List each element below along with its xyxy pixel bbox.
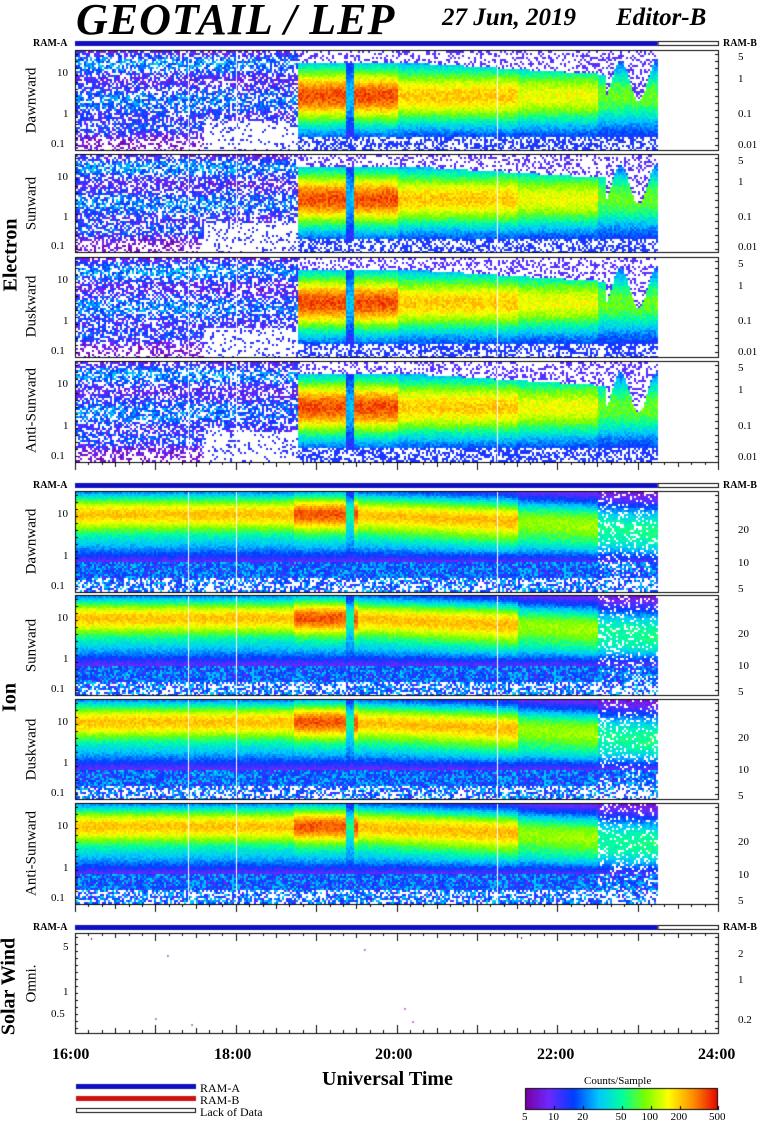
y-tick-left-i3: 10	[57, 716, 68, 728]
panel-label-i2: Sunward	[23, 618, 40, 673]
date-label: 27 Jun, 2019	[442, 4, 577, 31]
y-tick-right-i1: 20	[738, 524, 749, 537]
panel-label-e4: Anti-Sunward	[23, 368, 40, 453]
y-tick-right-e2: 0.01	[738, 241, 758, 254]
ram-a-label-sw: RAM-A	[33, 922, 68, 933]
y-tick-right-e3: 0.01	[738, 346, 758, 358]
y-tick-left-sw: 5	[63, 941, 69, 953]
ram-a-label-ion: RAM-A	[33, 480, 68, 491]
panel-label-e2: Sunward	[23, 176, 40, 231]
ram-b-label-sw: RAM-B	[723, 922, 757, 933]
legend-lack-label: Lack of Data	[200, 1105, 263, 1119]
y-tick-left-i4: 1	[63, 861, 69, 874]
x-tick-24: 24:00	[698, 1046, 736, 1063]
y-tick-right-e3: 1	[738, 280, 744, 292]
x-axis-label: Universal Time	[322, 1068, 453, 1090]
group-label-ion: Ion	[0, 683, 21, 712]
y-tick-left-e3: 10	[57, 274, 68, 286]
y-tick-left-i3: 0.1	[51, 787, 65, 799]
x-tick-16: 16:00	[52, 1046, 90, 1063]
y-tick-right-e1: 5	[738, 51, 744, 63]
y-tick-right-sw: 2	[738, 948, 744, 960]
y-tick-left-sw: 0.5	[51, 1008, 65, 1020]
ram-a-label-electron: RAM-A	[33, 38, 68, 49]
y-tick-left-e3: 0.1	[51, 345, 65, 357]
y-tick-right-e3: 0.1	[738, 315, 752, 327]
page-title: GEOTAIL / LEP	[76, 0, 396, 44]
panel-label-e3: Duskward	[23, 275, 40, 338]
y-tick-left-e4: 1	[63, 419, 69, 432]
colorbar-tick: 20	[577, 1111, 589, 1123]
y-tick-left-sw: 1	[63, 986, 69, 998]
x-tick-18: 18:00	[214, 1046, 252, 1063]
y-tick-right-i1: 5	[738, 582, 744, 595]
y-tick-left-i2: 0.1	[51, 683, 65, 695]
y-tick-left-i2: 10	[57, 612, 68, 624]
y-tick-right-sw: 1	[738, 974, 744, 986]
colorbar-tick: 10	[548, 1111, 560, 1123]
y-tick-right-e1: 0.01	[738, 139, 758, 151]
y-tick-right-e4: 5	[738, 362, 744, 375]
y-tick-left-i1: 10	[57, 508, 68, 521]
y-tick-left-i3: 1	[63, 757, 69, 769]
colorbar-tick: 500	[709, 1111, 726, 1123]
y-tick-right-i3: 20	[738, 732, 749, 744]
y-tick-left-e1: 10	[57, 67, 68, 79]
panel-label-e1: Dawnward	[23, 67, 40, 134]
y-tick-right-i4: 20	[738, 836, 749, 849]
y-tick-left-e3: 1	[63, 315, 69, 327]
colorbar-title: Counts/Sample	[584, 1075, 652, 1087]
x-tick-22: 22:00	[537, 1046, 575, 1063]
y-tick-right-sw: 0.2	[738, 1014, 752, 1026]
y-tick-left-e2: 1	[63, 210, 69, 223]
panel-label-i3: Duskward	[23, 718, 40, 781]
y-tick-right-e2: 5	[738, 154, 744, 167]
y-tick-right-e3: 5	[738, 258, 744, 270]
y-tick-left-e1: 0.1	[51, 138, 65, 150]
y-tick-right-i4: 10	[738, 868, 749, 881]
colorbar-tick: 200	[670, 1111, 688, 1123]
y-tick-right-e2: 1	[738, 176, 744, 189]
ram-b-label-electron: RAM-B	[723, 38, 757, 49]
y-tick-left-e4: 10	[57, 378, 68, 391]
x-tick-20: 20:00	[375, 1046, 413, 1063]
y-tick-right-i1: 10	[738, 556, 749, 569]
editor-label: Editor-B	[616, 4, 707, 31]
y-tick-right-i3: 10	[738, 764, 749, 776]
legend-ram-a-label: RAM-A	[200, 1081, 241, 1095]
y-tick-left-e4: 0.1	[51, 449, 65, 462]
y-tick-left-i1: 0.1	[51, 579, 65, 592]
y-tick-left-i4: 0.1	[51, 891, 65, 904]
y-tick-left-i2: 1	[63, 653, 69, 665]
panel-label-i1: Dawnward	[23, 508, 40, 575]
y-tick-right-e4: 0.1	[738, 419, 752, 432]
y-tick-right-i2: 10	[738, 660, 749, 672]
y-tick-right-e2: 0.1	[738, 210, 752, 223]
colorbar-tick: 50	[615, 1111, 627, 1123]
y-tick-left-i4: 10	[57, 820, 68, 833]
group-label-solar-wind: Solar Wind	[0, 937, 20, 1036]
y-tick-right-e1: 0.1	[738, 108, 752, 120]
y-tick-left-e2: 0.1	[51, 240, 65, 253]
legend-ram-b-label: RAM-B	[200, 1093, 240, 1107]
y-tick-left-e1: 1	[63, 108, 69, 120]
panel-label-i4: Anti-Sunward	[23, 811, 40, 896]
panel-label-sw: Omni.	[23, 964, 40, 1003]
y-tick-left-i1: 1	[63, 549, 69, 562]
y-tick-left-e2: 10	[57, 170, 68, 183]
y-tick-right-i2: 5	[738, 686, 744, 698]
ram-b-label-ion: RAM-B	[723, 480, 757, 491]
y-tick-right-e4: 1	[738, 384, 744, 397]
y-tick-right-i4: 5	[738, 894, 744, 907]
group-label-electron: Electron	[0, 218, 22, 292]
y-tick-right-e1: 1	[738, 73, 744, 85]
colorbar-tick: 5	[522, 1111, 528, 1123]
y-tick-right-i3: 5	[738, 790, 744, 802]
y-tick-right-i2: 20	[738, 628, 749, 640]
colorbar-tick: 100	[641, 1111, 659, 1123]
y-tick-right-e4: 0.01	[738, 450, 758, 463]
